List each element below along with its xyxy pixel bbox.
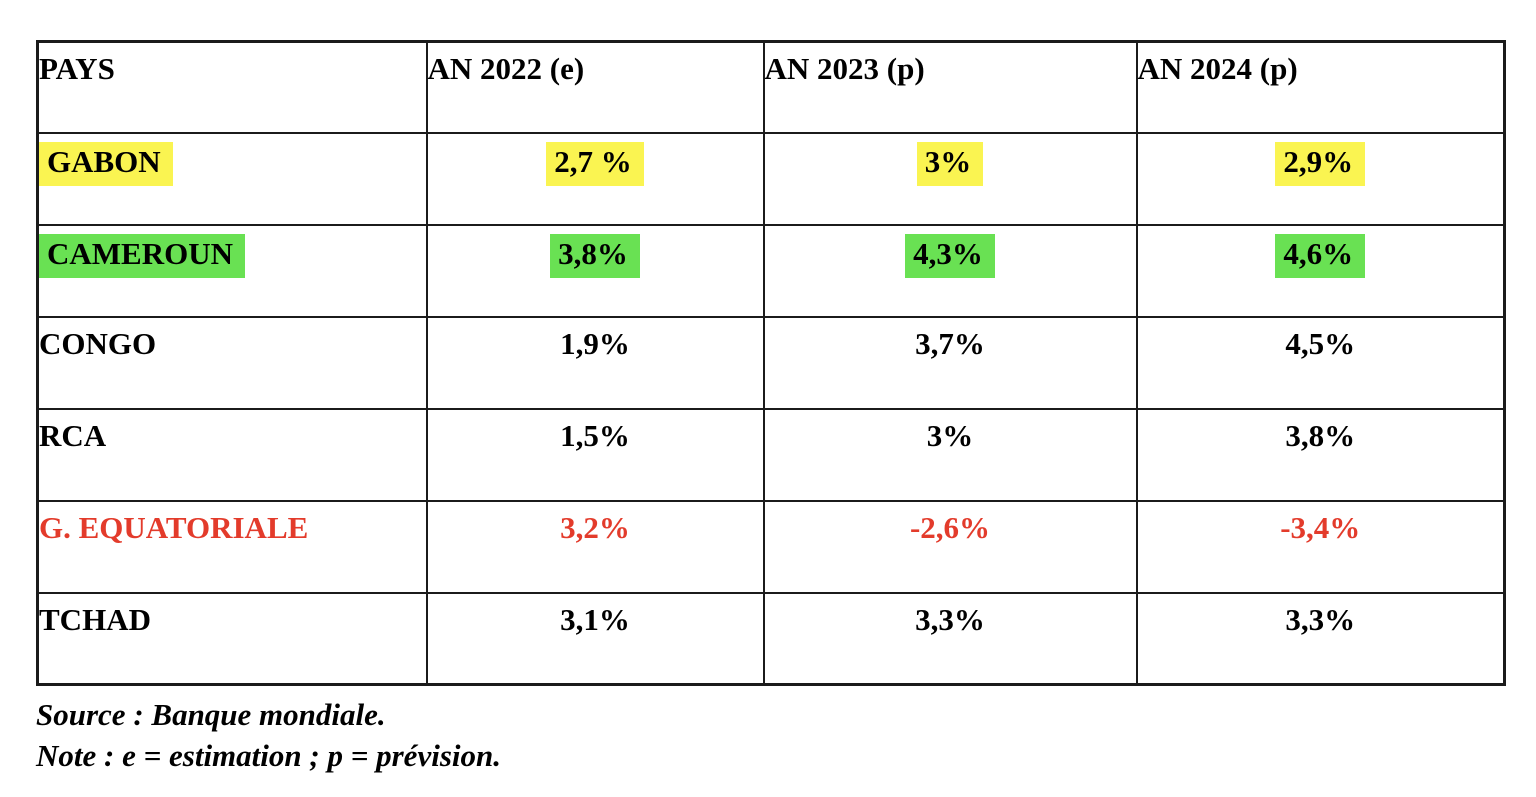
value-label: 4,6% xyxy=(1275,233,1366,278)
country-cell: CONGO xyxy=(36,315,428,410)
value-cell: 3,2% xyxy=(425,499,765,594)
value-label: 2,7 % xyxy=(546,141,644,186)
value-cell: 3,8% xyxy=(425,223,765,318)
country-cell: TCHAD xyxy=(36,591,428,686)
value-cell: 4,6% xyxy=(1135,223,1506,318)
value-label: 4,3% xyxy=(905,233,995,278)
value-cell: 4,5% xyxy=(1135,315,1506,410)
value-cell: 3,8% xyxy=(1135,407,1506,502)
table-row-congo: CONGO 1,9% 3,7% 4,5% xyxy=(36,315,1506,410)
column-header-an2024: AN 2024 (p) xyxy=(1135,40,1506,134)
value-cell: -2,6% xyxy=(762,499,1138,594)
value-cell: 3,7% xyxy=(762,315,1138,410)
table-header-row: PAYS AN 2022 (e) AN 2023 (p) AN 2024 (p) xyxy=(36,40,1506,134)
value-cell: 2,9% xyxy=(1135,131,1506,226)
value-cell: 3,3% xyxy=(1135,591,1506,686)
value-cell: 3% xyxy=(762,407,1138,502)
value-cell: 2,7 % xyxy=(425,131,765,226)
value-cell: 3% xyxy=(762,131,1138,226)
country-label: CAMEROUN xyxy=(39,233,245,278)
value-label: 2,9% xyxy=(1275,141,1366,186)
source-note: Source : Banque mondiale. xyxy=(36,697,386,732)
legend-note: Note : e = estimation ; p = prévision. xyxy=(36,738,501,773)
value-label: 3,8% xyxy=(550,233,640,278)
table-row-tchad: TCHAD 3,1% 3,3% 3,3% xyxy=(36,591,1506,686)
table-row-cameroun: CAMEROUN 3,8% 4,3% 4,6% xyxy=(36,223,1506,318)
country-cell: RCA xyxy=(36,407,428,502)
country-cell: GABON xyxy=(36,131,428,226)
value-cell: 3,3% xyxy=(762,591,1138,686)
value-cell: -3,4% xyxy=(1135,499,1506,594)
country-cell: G. EQUATORIALE xyxy=(36,499,428,594)
table-row-rca: RCA 1,5% 3% 3,8% xyxy=(36,407,1506,502)
value-cell: 3,1% xyxy=(425,591,765,686)
value-label: 3% xyxy=(916,141,984,186)
column-header-pays: PAYS xyxy=(36,40,428,134)
value-cell: 1,5% xyxy=(425,407,765,502)
value-cell: 4,3% xyxy=(762,223,1138,318)
table-row-gabon: GABON 2,7 % 3% 2,9% xyxy=(36,131,1506,226)
table-row-g-equatoriale: G. EQUATORIALE 3,2% -2,6% -3,4% xyxy=(36,499,1506,594)
column-header-an2022: AN 2022 (e) xyxy=(425,40,765,134)
country-cell: CAMEROUN xyxy=(36,223,428,318)
value-cell: 1,9% xyxy=(425,315,765,410)
table-footnotes: Source : Banque mondiale. Note : e = est… xyxy=(36,694,501,776)
growth-table: PAYS AN 2022 (e) AN 2023 (p) AN 2024 (p)… xyxy=(36,40,1506,686)
column-header-an2023: AN 2023 (p) xyxy=(762,40,1138,134)
country-label: GABON xyxy=(39,141,173,186)
